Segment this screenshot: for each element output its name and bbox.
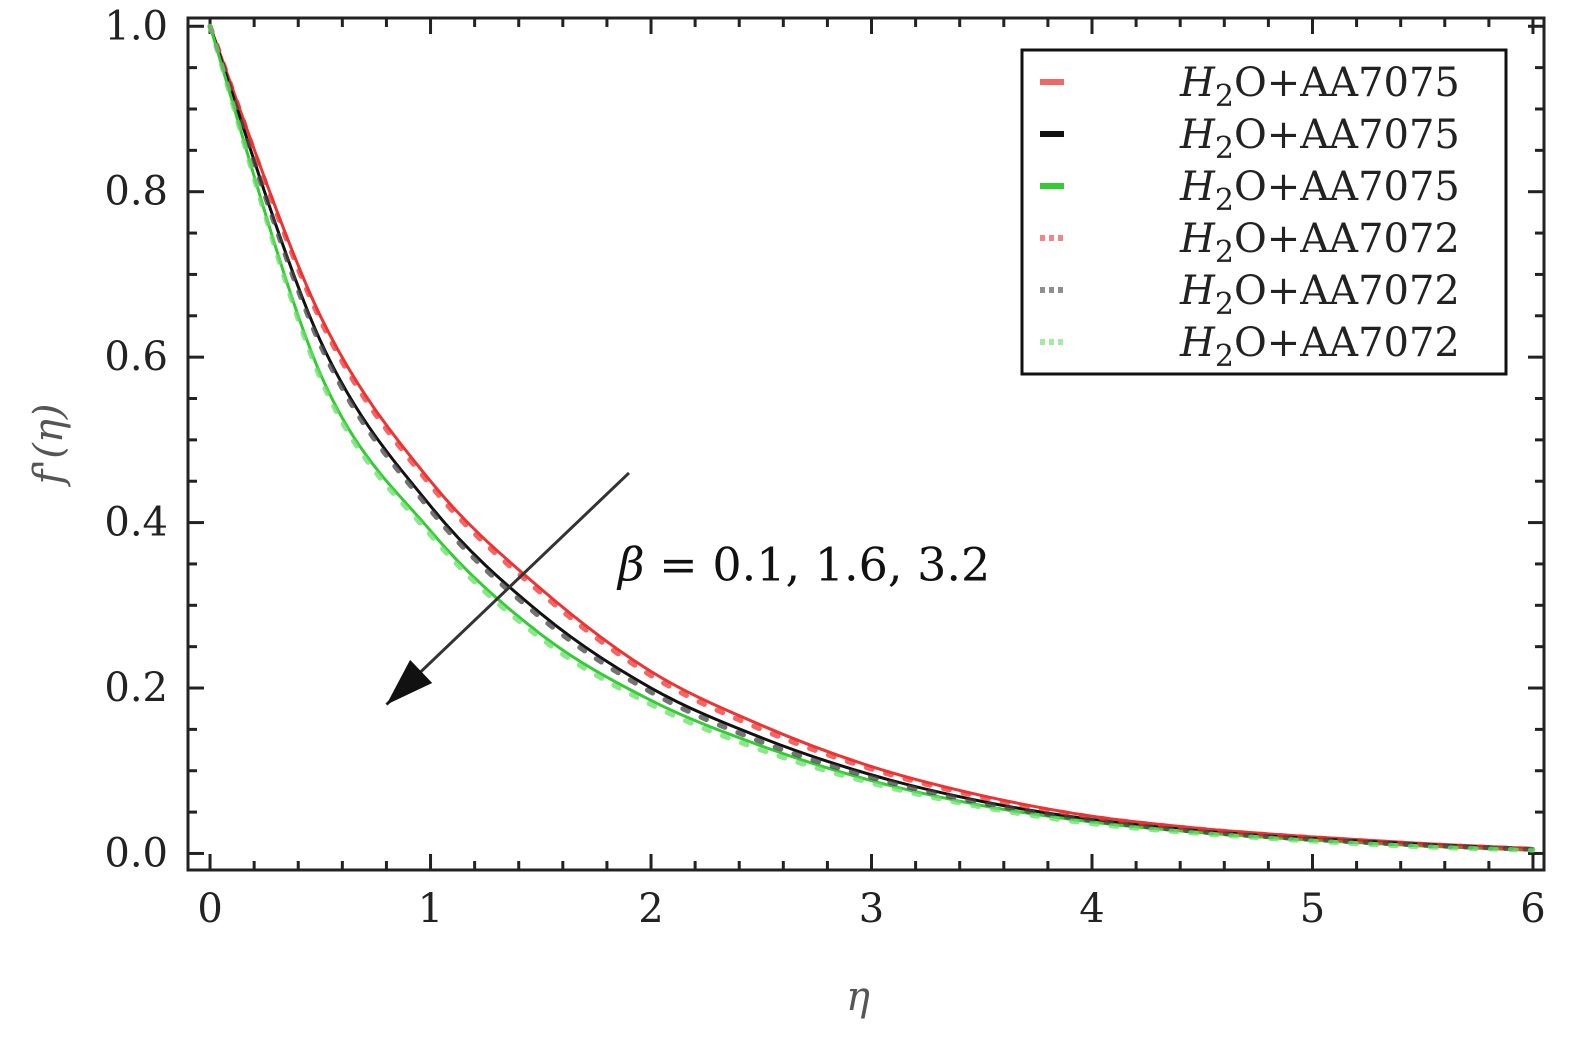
legend: H2O+AA7075H2O+AA7075H2O+AA7075H2O+AA7072… bbox=[1020, 48, 1508, 376]
legend-label-sub: 2 bbox=[1215, 339, 1234, 374]
y-tick-label: 0.4 bbox=[104, 500, 168, 546]
legend-label-h: H bbox=[1179, 112, 1216, 158]
x-axis-title: η bbox=[846, 974, 870, 1020]
annotation-values: = 0.1, 1.6, 3.2 bbox=[645, 537, 991, 591]
annotation-arrow-head bbox=[386, 659, 433, 705]
annotation: β = 0.1, 1.6, 3.2 bbox=[385, 471, 990, 706]
x-tick-label: 2 bbox=[638, 886, 663, 932]
axis-ticks bbox=[188, 18, 1544, 870]
legend-label-6: H2O+AA7072 bbox=[1179, 320, 1460, 374]
annotation-label: β = 0.1, 1.6, 3.2 bbox=[616, 537, 990, 591]
x-tick-label: 4 bbox=[1079, 886, 1104, 932]
legend-label-3: H2O+AA7075 bbox=[1179, 164, 1460, 218]
legend-label-rest: O+AA7072 bbox=[1234, 320, 1460, 366]
series-line-1 bbox=[208, 24, 1535, 850]
legend-label-5: H2O+AA7072 bbox=[1179, 268, 1460, 322]
y-tick-label: 0.6 bbox=[104, 334, 168, 380]
legend-label-h: H bbox=[1179, 216, 1216, 262]
legend-label-sub: 2 bbox=[1215, 79, 1234, 114]
legend-label-rest: O+AA7075 bbox=[1234, 112, 1460, 158]
y-axis-title: f'(η) bbox=[26, 404, 72, 488]
tick-labels: 0 1 2 3 4 5 6 0.0 0.2 0.4 0.6 0.8 1.0 bbox=[104, 3, 1545, 932]
legend-label-rest: O+AA7072 bbox=[1234, 268, 1460, 314]
legend-label-h: H bbox=[1179, 60, 1216, 106]
y-tick-label: 0.0 bbox=[104, 830, 168, 876]
series-layer bbox=[207, 23, 1536, 853]
legend-box bbox=[1020, 48, 1508, 376]
legend-label-sub: 2 bbox=[1215, 287, 1234, 322]
legend-label-rest: O+AA7072 bbox=[1234, 216, 1460, 262]
y-tick-label: 0.2 bbox=[104, 665, 168, 711]
x-tick-label: 0 bbox=[197, 886, 222, 932]
legend-label-sub: 2 bbox=[1215, 235, 1234, 270]
x-tick-label: 6 bbox=[1520, 886, 1545, 932]
legend-label-rest: O+AA7075 bbox=[1234, 60, 1460, 106]
x-tick-label: 5 bbox=[1300, 886, 1325, 932]
legend-label-2: H2O+AA7075 bbox=[1179, 112, 1460, 166]
series-line-5 bbox=[207, 23, 1536, 852]
legend-label-h: H bbox=[1179, 320, 1216, 366]
series-line-6 bbox=[207, 23, 1536, 853]
x-tick-label: 3 bbox=[859, 886, 884, 932]
annotation-beta-symbol: β bbox=[616, 537, 645, 591]
legend-label-rest: O+AA7075 bbox=[1234, 164, 1460, 210]
x-tick-label: 1 bbox=[418, 886, 443, 932]
legend-label-h: H bbox=[1179, 164, 1216, 210]
annotation-arrow-shaft bbox=[385, 471, 631, 706]
y-tick-label: 1.0 bbox=[104, 3, 168, 49]
series-line-4 bbox=[207, 23, 1536, 852]
legend-label-4: H2O+AA7072 bbox=[1179, 216, 1460, 270]
legend-label-sub: 2 bbox=[1215, 131, 1234, 166]
legend-label-1: H2O+AA7075 bbox=[1179, 60, 1460, 114]
y-tick-label: 0.8 bbox=[104, 169, 168, 215]
legend-label-h: H bbox=[1179, 268, 1216, 314]
legend-label-sub: 2 bbox=[1215, 183, 1234, 218]
